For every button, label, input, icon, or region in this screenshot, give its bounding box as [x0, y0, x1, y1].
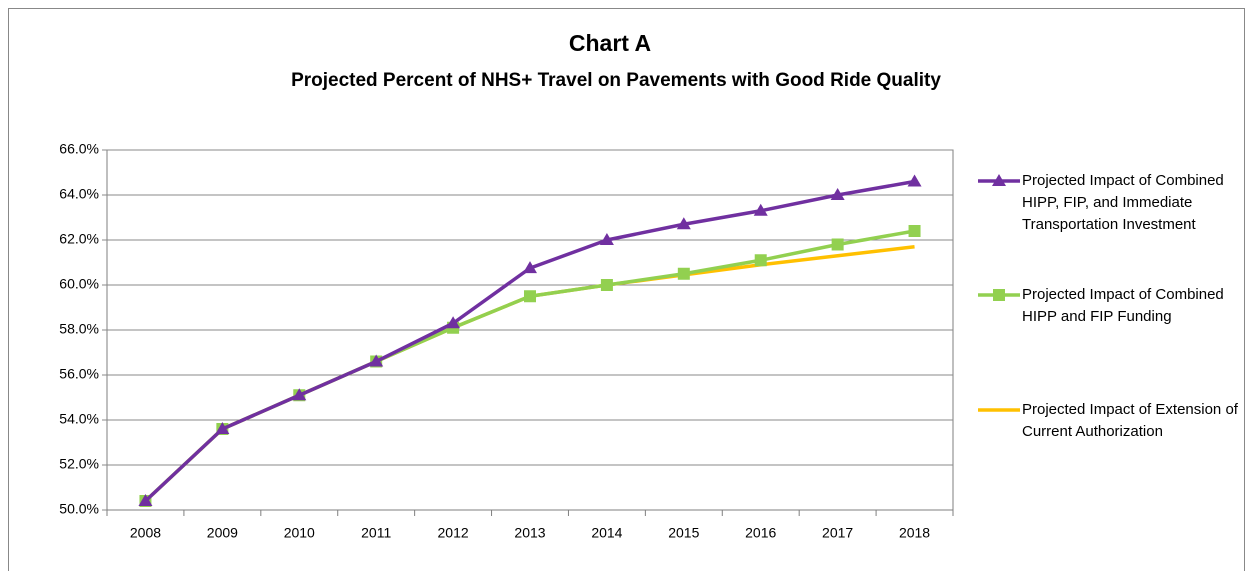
legend-label: Projected Impact of Combined HIPP and FI… [1022, 286, 1224, 325]
marker [446, 316, 461, 329]
series-line [144, 179, 915, 503]
y-tick-label: 50.0% [59, 501, 99, 517]
marker [215, 422, 230, 434]
marker [907, 174, 922, 187]
x-tick-label: 2016 [745, 525, 776, 541]
marker [754, 254, 767, 267]
chart-frame [8, 8, 1245, 571]
x-tick-label: 2008 [130, 525, 161, 541]
x-tick-label: 2017 [822, 525, 853, 541]
x-tick-label: 2015 [668, 525, 699, 541]
legend-label: Projected Impact of Extension of Current… [1022, 401, 1238, 440]
x-tick-label: 2009 [207, 525, 238, 541]
y-tick-label: 56.0% [59, 366, 99, 382]
x-tick-label: 2014 [591, 525, 622, 541]
y-tick-label: 60.0% [59, 276, 99, 292]
chart-subtitle: Projected Percent of NHS+ Travel on Pave… [291, 70, 941, 91]
marker [138, 494, 153, 506]
y-tick-label: 62.0% [59, 231, 99, 247]
marker [830, 188, 845, 200]
y-tick-label: 52.0% [59, 456, 99, 472]
y-tick-label: 58.0% [59, 321, 99, 337]
x-tick-label: 2010 [284, 525, 315, 541]
x-tick-label: 2011 [361, 525, 391, 541]
legend-marker [993, 289, 1005, 301]
marker [599, 233, 614, 245]
marker [677, 267, 690, 280]
x-tick-label: 2012 [438, 525, 469, 541]
marker [292, 388, 307, 401]
marker [831, 238, 844, 251]
marker [523, 261, 537, 274]
chart-title: Chart A [569, 30, 651, 56]
x-tick-label: 2018 [899, 525, 930, 541]
marker [676, 217, 691, 230]
marker [600, 279, 613, 291]
marker [369, 354, 384, 367]
marker [524, 290, 536, 303]
y-tick-label: 64.0% [59, 186, 99, 202]
marker [753, 203, 768, 216]
x-tick-label: 2013 [514, 525, 545, 541]
legend-label: Projected Impact of Combined HIPP, FIP, … [1022, 172, 1224, 233]
marker [908, 225, 921, 237]
legend-marker [992, 174, 1006, 186]
y-tick-label: 66.0% [59, 141, 99, 157]
y-tick-label: 54.0% [59, 411, 99, 427]
